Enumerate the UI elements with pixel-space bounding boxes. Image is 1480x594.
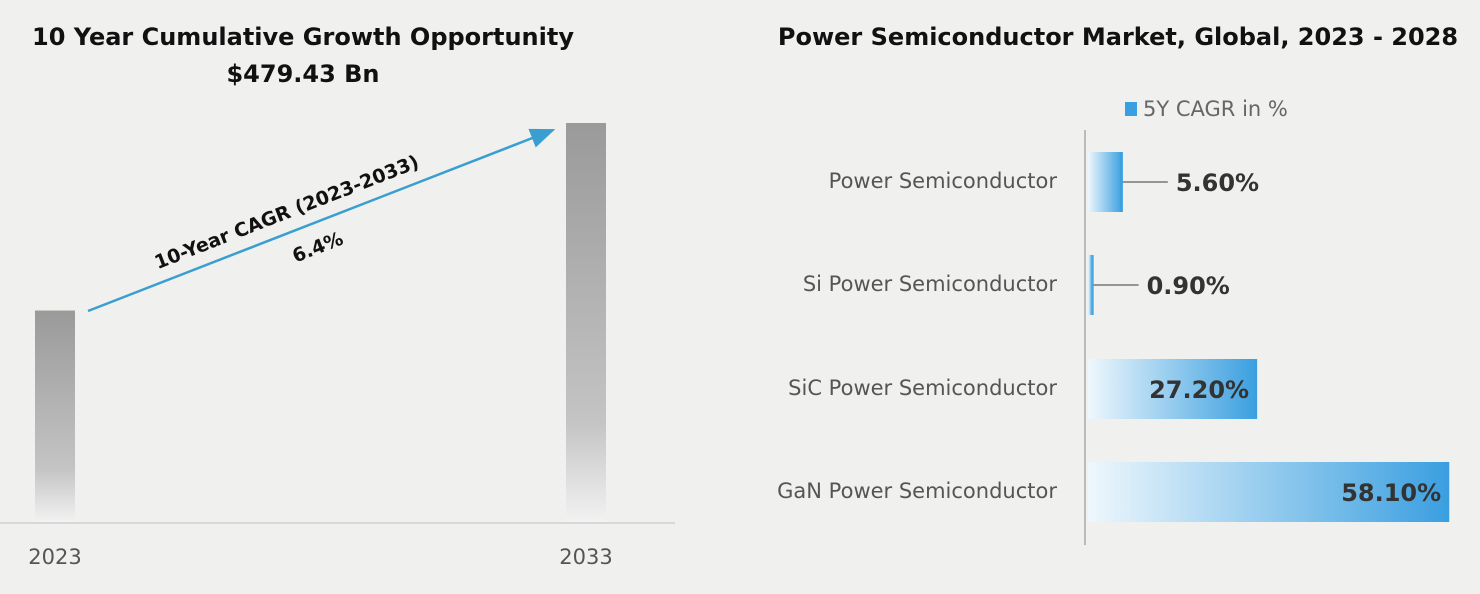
legend-swatch [1125, 102, 1137, 116]
bar-edge [1254, 359, 1258, 419]
value-label: 27.20% [1149, 376, 1249, 404]
x-tick-label: 2023 [28, 545, 81, 569]
bar-edge [1446, 462, 1450, 522]
left-title: 10 Year Cumulative Growth Opportunity [32, 23, 574, 51]
category-label: Si Power Semiconductor [803, 272, 1058, 296]
value-label: 5.60% [1176, 169, 1259, 197]
category-label: GaN Power Semiconductor [777, 479, 1057, 503]
value-label: 58.10% [1341, 479, 1441, 507]
bar [35, 310, 75, 522]
x-tick-label: 2033 [559, 545, 612, 569]
bar [1088, 462, 1450, 522]
bar-edge [1090, 255, 1094, 315]
value-label: 0.90% [1147, 272, 1230, 300]
growth-arrow [87, 128, 556, 313]
bar [1088, 152, 1123, 212]
left-subtitle: $479.43 Bn [226, 60, 379, 88]
right-title: Power Semiconductor Market, Global, 2023… [778, 23, 1458, 51]
legend-label: 5Y CAGR in % [1143, 97, 1288, 121]
bar [1088, 359, 1258, 419]
bar [566, 123, 606, 522]
bar-edge [1119, 152, 1123, 212]
category-label: Power Semiconductor [829, 169, 1058, 193]
category-label: SiC Power Semiconductor [788, 376, 1057, 400]
